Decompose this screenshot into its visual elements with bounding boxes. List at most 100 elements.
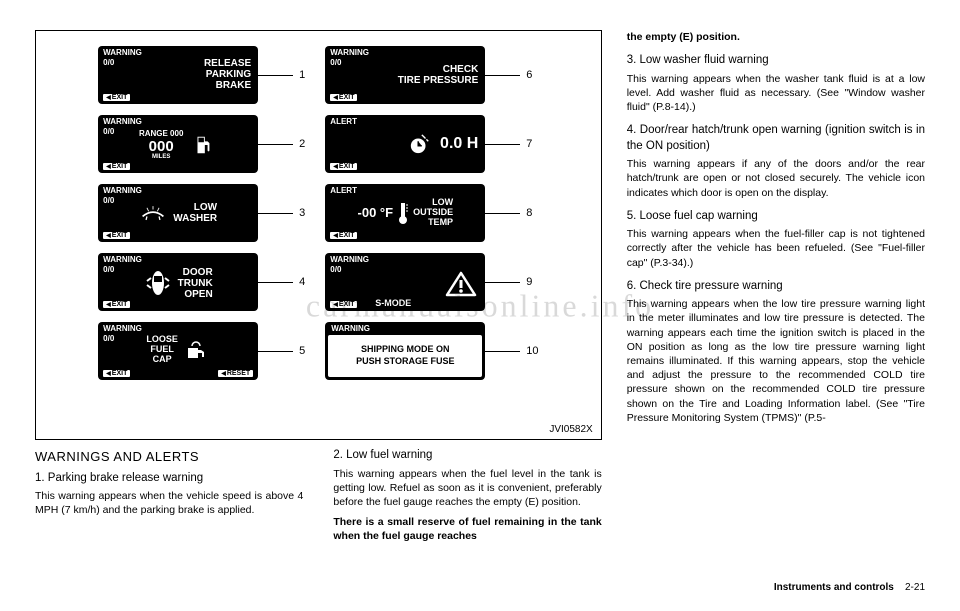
panel-s-mode: WARNING 0/0 S-MODE EXIT xyxy=(325,253,485,311)
panel-shipping-mode: WARNING SHIPPING MODE ON PUSH STORAGE FU… xyxy=(325,322,485,380)
panel-low-temp: ALERT -00 °F LOW OUTSIDE TEMP EXIT xyxy=(325,184,485,242)
leader-line xyxy=(258,282,293,283)
panel-washer: WARNING 0/0 LOW WASHER EXIT xyxy=(98,184,258,242)
warning-count: 0/0 xyxy=(330,266,341,274)
warning-count: 0/0 xyxy=(330,59,341,67)
callout-number: 5 xyxy=(299,345,305,357)
left-column: WARNING 0/0 RELEASE PARKING BRAKE EXIT 1… xyxy=(35,30,602,591)
panel-text: S-MODE xyxy=(375,298,411,308)
reset-button: RESET xyxy=(218,370,253,377)
panel-text: DOOR TRUNK OPEN xyxy=(178,267,213,300)
subcol-2: 2. Low fuel warning This warning appears… xyxy=(333,448,601,549)
below-diagram-text: WARNINGS AND ALERTS 1. Parking brake rel… xyxy=(35,448,602,549)
warning-label: WARNING xyxy=(103,256,142,264)
warning-label: WARNING xyxy=(103,118,142,126)
warning-label: WARNING xyxy=(330,49,369,57)
callout-number: 4 xyxy=(299,276,305,288)
section-heading: WARNINGS AND ALERTS xyxy=(35,448,303,466)
panel-text: LOW OUTSIDE TEMP xyxy=(413,198,453,228)
panel-fuel-cap: WARNING 0/0 LOOSE FUEL CAP EXIT RESET xyxy=(98,322,258,380)
alert-label: ALERT xyxy=(330,118,357,126)
callout-number: 1 xyxy=(299,69,305,81)
panel-text: CHECK TIRE PRESSURE xyxy=(398,64,479,95)
item-heading: 4. Door/rear hatch/trunk open warning (i… xyxy=(627,123,925,154)
leader-line xyxy=(485,144,520,145)
warning-count: 0/0 xyxy=(103,266,114,274)
washer-icon xyxy=(139,201,167,225)
leader-line xyxy=(258,213,293,214)
panel-text: 0.0 H xyxy=(440,135,478,153)
exit-button: EXIT xyxy=(103,370,130,377)
exit-button: EXIT xyxy=(103,163,130,170)
exit-button: EXIT xyxy=(103,301,130,308)
diagram-left-stack: WARNING 0/0 RELEASE PARKING BRAKE EXIT 1… xyxy=(98,46,305,424)
warning-count: 0/0 xyxy=(103,128,114,136)
panel-alert-time: ALERT 0.0 H EXIT xyxy=(325,115,485,173)
panel-row-2: WARNING 0/0 RANGE 000 000 MILES xyxy=(98,115,305,173)
leader-line xyxy=(485,351,520,352)
item-heading: 2. Low fuel warning xyxy=(333,448,601,464)
body-text-bold: There is a small reserve of fuel remaini… xyxy=(333,515,601,543)
page-footer: Instruments and controls 2-21 xyxy=(774,582,925,593)
exit-button: EXIT xyxy=(103,232,130,239)
right-column: the empty (E) position. 3. Low washer fl… xyxy=(627,30,925,591)
warning-diagram: WARNING 0/0 RELEASE PARKING BRAKE EXIT 1… xyxy=(35,30,602,440)
leader-line xyxy=(258,351,293,352)
panel-row-10: WARNING SHIPPING MODE ON PUSH STORAGE FU… xyxy=(325,322,538,380)
panel-parking-brake: WARNING 0/0 RELEASE PARKING BRAKE EXIT xyxy=(98,46,258,104)
body-text: This warning appears if any of the doors… xyxy=(627,157,925,200)
warning-label: WARNING xyxy=(328,325,482,333)
panel-door-open: WARNING 0/0 DOOR TRUNK OPEN EXIT xyxy=(98,253,258,311)
panel-text: RELEASE PARKING BRAKE xyxy=(204,58,251,100)
footer-section: Instruments and controls xyxy=(774,582,894,593)
callout-number: 8 xyxy=(526,207,532,219)
warning-label: WARNING xyxy=(330,256,369,264)
panel-row-9: WARNING 0/0 S-MODE EXIT 9 xyxy=(325,253,532,311)
page: WARNING 0/0 RELEASE PARKING BRAKE EXIT 1… xyxy=(0,0,960,611)
item-heading: 5. Loose fuel cap warning xyxy=(627,209,925,225)
callout-number: 9 xyxy=(526,276,532,288)
temp-value: -00 °F xyxy=(358,206,394,220)
leader-line xyxy=(485,75,520,76)
panel-range: WARNING 0/0 RANGE 000 000 MILES xyxy=(98,115,258,173)
range-text: RANGE 000 000 MILES xyxy=(139,130,183,160)
leader-line xyxy=(258,75,293,76)
car-top-icon xyxy=(144,271,172,295)
item-heading: 6. Check tire pressure warning xyxy=(627,279,925,295)
body-text: This warning appears when the fuel level… xyxy=(333,467,601,510)
callout-number: 3 xyxy=(299,207,305,219)
warning-count: 0/0 xyxy=(103,335,114,343)
subcol-1: WARNINGS AND ALERTS 1. Parking brake rel… xyxy=(35,448,303,549)
figure-code: JVI0582X xyxy=(549,424,592,435)
exit-button: EXIT xyxy=(330,163,357,170)
footer-page: 2-21 xyxy=(905,582,925,593)
body-text: This warning appears when the low tire p… xyxy=(627,297,925,425)
panel-row-5: WARNING 0/0 LOOSE FUEL CAP EXIT RESET 5 xyxy=(98,322,305,380)
callout-number: 7 xyxy=(526,138,532,150)
warning-count: 0/0 xyxy=(103,197,114,205)
warning-count: 0/0 xyxy=(103,59,114,67)
warning-label: WARNING xyxy=(103,187,142,195)
panel-tire-pressure: WARNING 0/0 CHECK TIRE PRESSURE EXIT xyxy=(325,46,485,104)
panel-text: LOW WASHER xyxy=(173,202,217,224)
panel-text: SHIPPING MODE ON PUSH STORAGE FUSE xyxy=(328,335,482,377)
leader-line xyxy=(485,213,520,214)
fuel-cap-icon xyxy=(182,338,210,362)
exit-button: EXIT xyxy=(330,301,357,308)
callout-number: 2 xyxy=(299,138,305,150)
item-heading: 1. Parking brake release warning xyxy=(35,471,303,487)
callout-number: 10 xyxy=(526,345,538,357)
exit-button: EXIT xyxy=(330,94,357,101)
panel-row-1: WARNING 0/0 RELEASE PARKING BRAKE EXIT 1 xyxy=(98,46,305,104)
alert-label: ALERT xyxy=(330,187,357,195)
fuel-icon xyxy=(189,133,217,157)
body-text: This warning appears when the vehicle sp… xyxy=(35,489,303,517)
panel-text: LOOSE FUEL CAP xyxy=(146,335,178,365)
warning-label: WARNING xyxy=(103,325,142,333)
panel-row-3: WARNING 0/0 LOW WASHER EXIT 3 xyxy=(98,184,305,242)
leader-line xyxy=(258,144,293,145)
warning-triangle-icon xyxy=(444,269,478,299)
thermometer-icon xyxy=(396,201,410,225)
item-heading: 3. Low washer fluid warning xyxy=(627,53,925,69)
warning-label: WARNING xyxy=(103,49,142,57)
